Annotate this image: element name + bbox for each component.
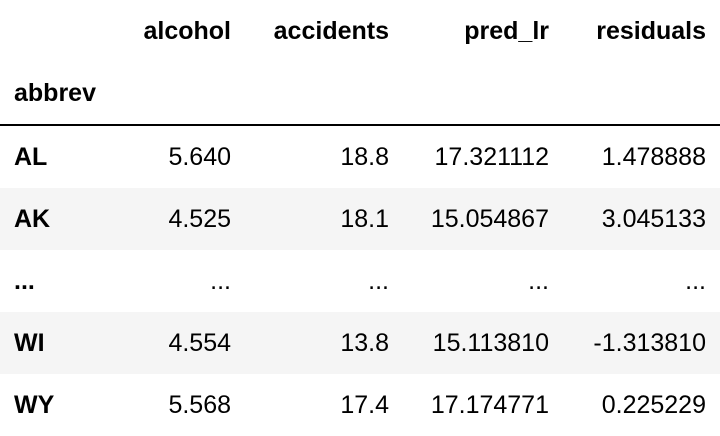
- cell-residuals: ...: [685, 266, 706, 295]
- table-row: WY 5.568 17.4 17.174771 0.225229: [0, 374, 720, 436]
- cell-pred-lr: 17.174771: [430, 390, 549, 419]
- cell-alcohol: 4.554: [168, 328, 231, 357]
- blank-corner-cell: [0, 0, 123, 62]
- cell-accidents: 18.1: [340, 204, 389, 233]
- blank-header-cell: [123, 62, 245, 125]
- column-header-pred-lr: pred_lr: [464, 16, 549, 45]
- cell-pred-lr: 15.054867: [430, 204, 549, 233]
- table-header: alcohol accidents pred_lr residuals abbr…: [0, 0, 720, 125]
- cell-alcohol: ...: [210, 266, 231, 295]
- blank-header-cell: [245, 62, 403, 125]
- cell-pred-lr: 17.321112: [434, 142, 549, 171]
- index-name-label: abbrev: [14, 78, 96, 107]
- cell-alcohol: 5.568: [168, 390, 231, 419]
- cell-alcohol: 5.640: [168, 142, 231, 171]
- index-name-row: abbrev: [0, 62, 720, 125]
- cell-accidents: ...: [368, 266, 389, 295]
- cell-pred-lr: ...: [528, 266, 549, 295]
- table-row: WI 4.554 13.8 15.113810 -1.313810: [0, 312, 720, 374]
- table-body: AL 5.640 18.8 17.321112 1.478888 AK 4.52…: [0, 125, 720, 436]
- column-header-alcohol: alcohol: [143, 16, 231, 45]
- row-index: AL: [14, 142, 48, 171]
- table-row: AL 5.640 18.8 17.321112 1.478888: [0, 125, 720, 188]
- row-index: ...: [14, 266, 35, 295]
- column-header-row: alcohol accidents pred_lr residuals: [0, 0, 720, 62]
- blank-header-cell: [403, 62, 563, 125]
- cell-accidents: 18.8: [340, 142, 389, 171]
- ellipsis-row: ... ... ... ... ...: [0, 250, 720, 312]
- cell-accidents: 17.4: [340, 390, 389, 419]
- blank-header-cell: [563, 62, 720, 125]
- cell-residuals: 3.045133: [601, 204, 706, 233]
- table-row: AK 4.525 18.1 15.054867 3.045133: [0, 188, 720, 250]
- cell-alcohol: 4.525: [168, 204, 231, 233]
- row-index: AK: [14, 204, 51, 233]
- column-header-accidents: accidents: [273, 16, 389, 45]
- row-index: WI: [14, 328, 45, 357]
- cell-accidents: 13.8: [340, 328, 389, 357]
- cell-residuals: 1.478888: [601, 142, 706, 171]
- cell-residuals: 0.225229: [601, 390, 706, 419]
- cell-pred-lr: 15.113810: [432, 328, 549, 357]
- cell-residuals: -1.313810: [593, 328, 706, 357]
- row-index: WY: [14, 390, 55, 419]
- column-header-residuals: residuals: [596, 16, 706, 45]
